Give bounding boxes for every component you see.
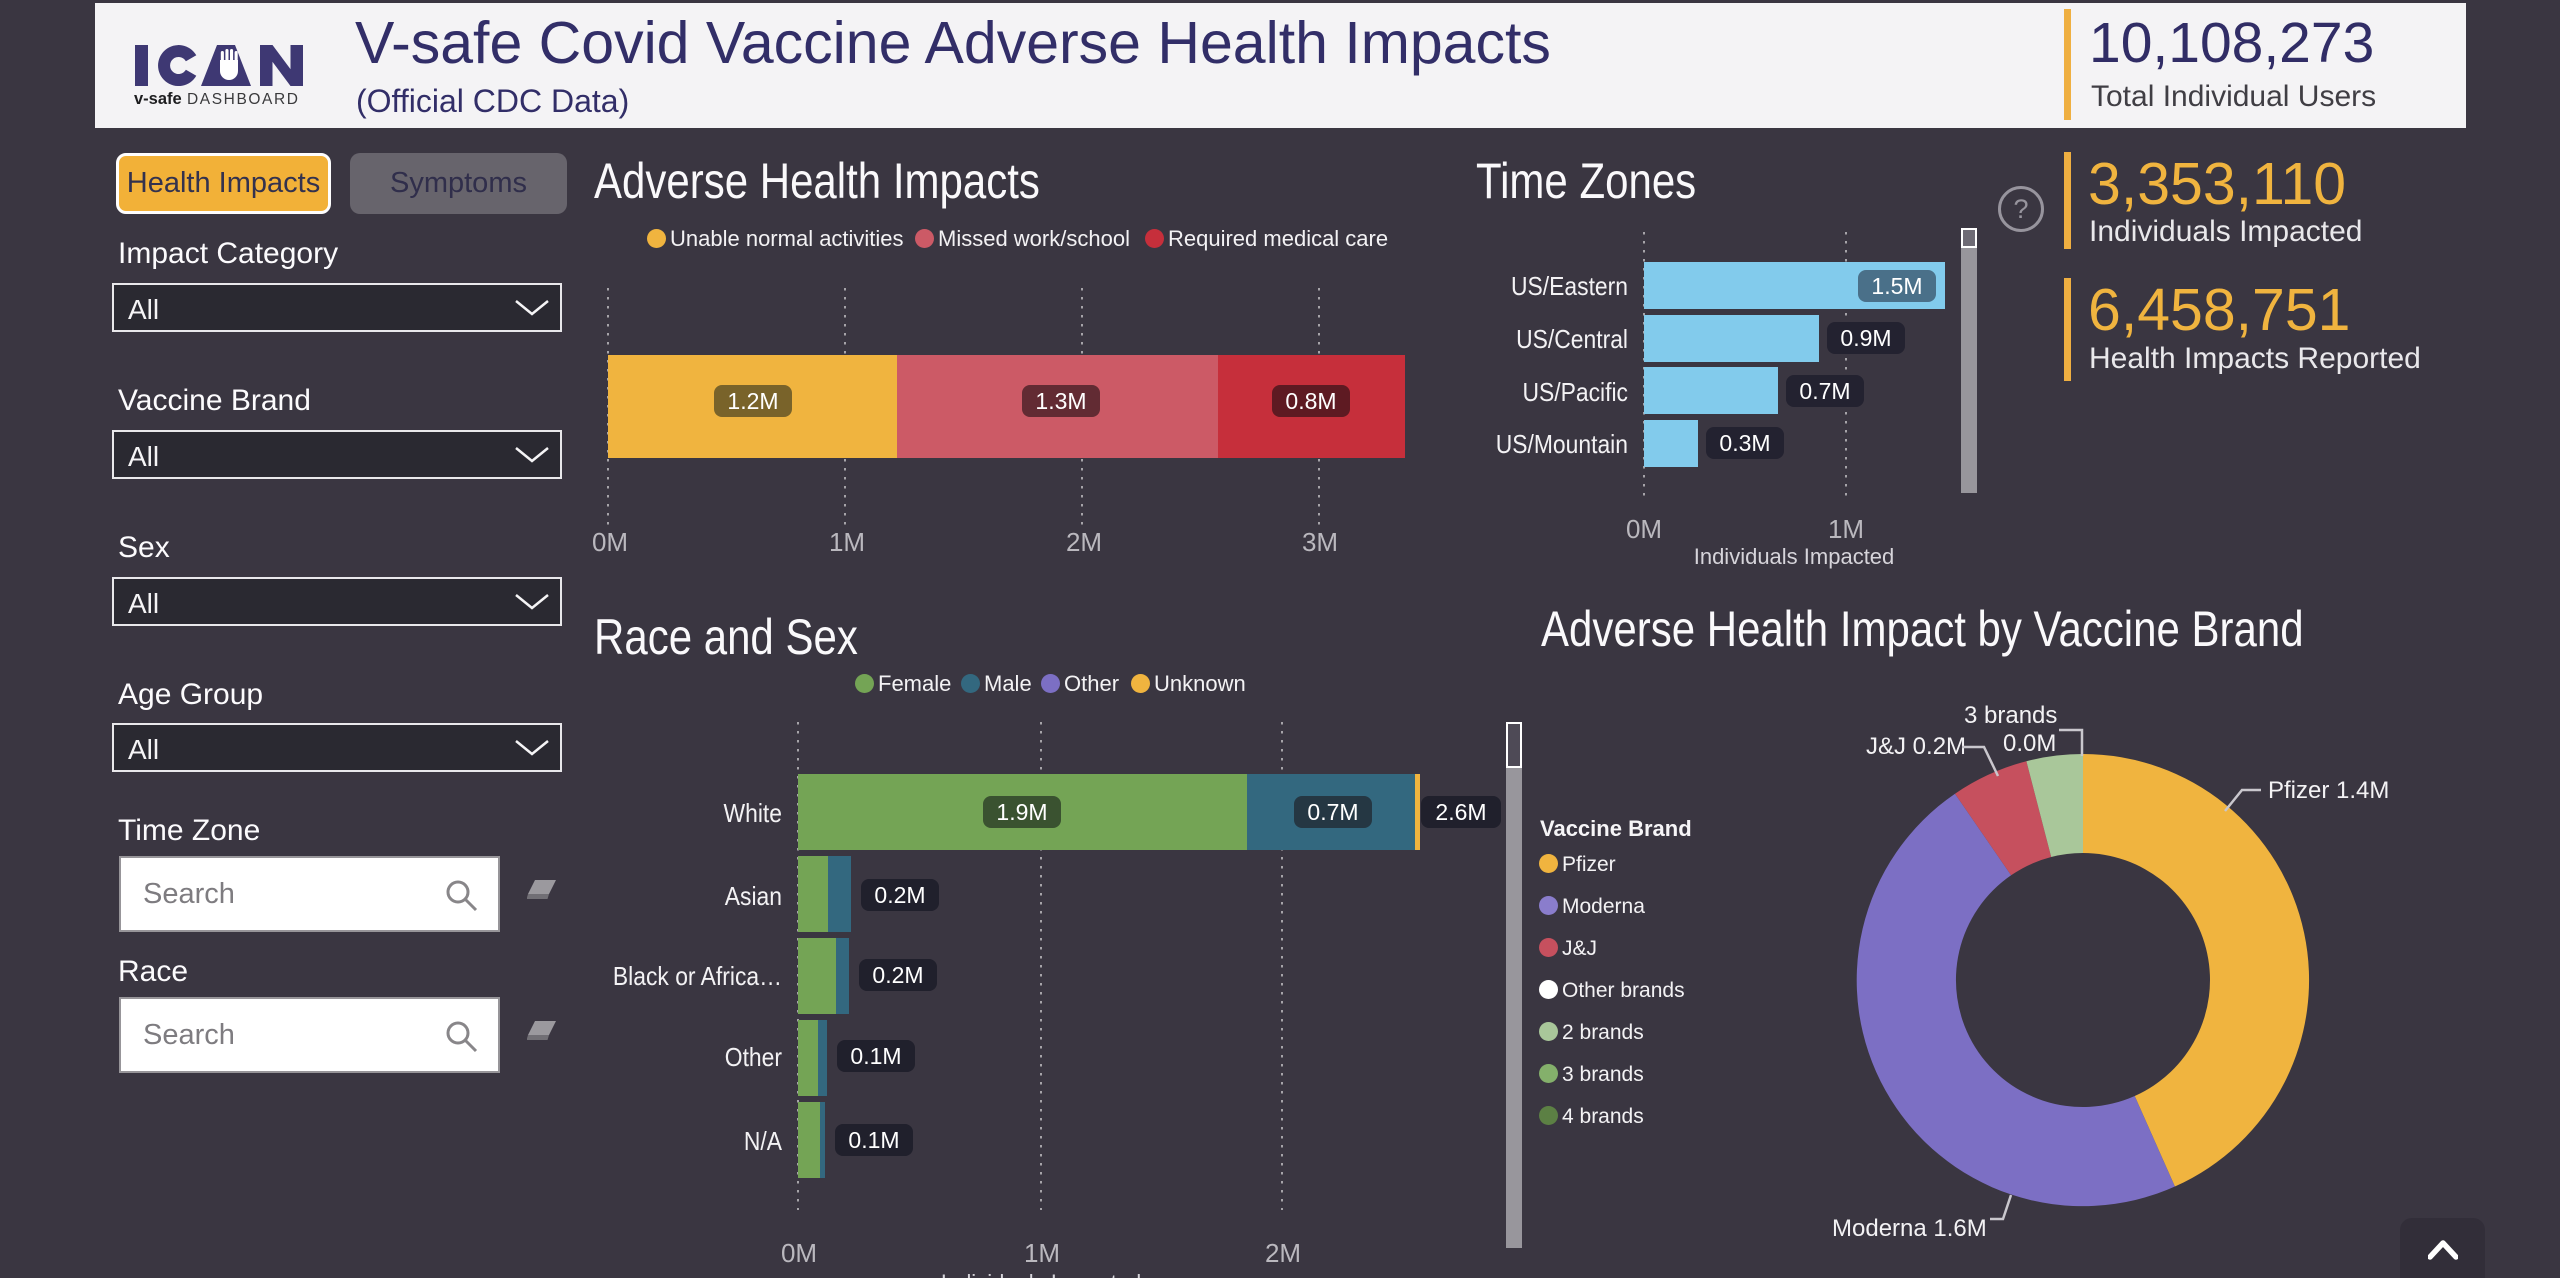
svg-text:DASHBOARD: DASHBOARD	[187, 91, 300, 108]
svg-text:v-safe: v-safe	[134, 90, 182, 108]
